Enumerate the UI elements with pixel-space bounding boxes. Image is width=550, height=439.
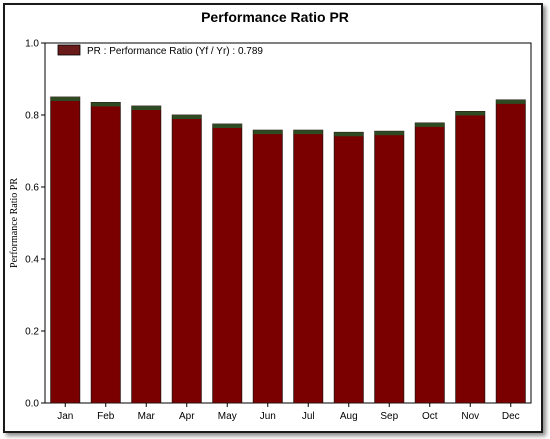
- bar-top-sep: [374, 131, 404, 136]
- chart-title: Performance Ratio PR: [201, 9, 349, 25]
- legend: PR : Performance Ratio (Yf / Yr) : 0.789: [57, 44, 263, 57]
- x-tick-label: Dec: [502, 411, 520, 422]
- bar-top-feb: [91, 102, 121, 107]
- bar-may: [212, 123, 243, 404]
- bar-feb: [90, 102, 121, 404]
- bar-top-apr: [172, 115, 202, 119]
- y-tick-label: 1.0: [25, 39, 39, 50]
- legend-label: PR : Performance Ratio (Yf / Yr) : 0.789: [87, 46, 263, 57]
- bar-top-oct: [415, 122, 445, 127]
- bar-jul: [293, 129, 324, 404]
- bar-sep: [374, 130, 405, 404]
- y-tick-label: 0.6: [25, 183, 39, 194]
- x-tick-label: Jan: [57, 411, 73, 422]
- bar-top-jun: [253, 130, 283, 135]
- bar-top-dec: [496, 99, 526, 104]
- bar-top-mar: [131, 106, 161, 110]
- bar-oct: [414, 122, 445, 404]
- bar-top-aug: [334, 132, 364, 137]
- y-tick-label: 0.0: [25, 399, 39, 410]
- x-axis: Jan Feb Mar Apr May Jun Jul Aug Sep Oct Nov Dec: [57, 403, 520, 422]
- bar-jan: [50, 96, 81, 404]
- x-tick-label: Apr: [179, 411, 195, 422]
- y-tick-label: 0.8: [25, 111, 39, 122]
- x-tick-label: Sep: [380, 411, 398, 422]
- y-axis-label: Performance Ratio PR: [9, 178, 20, 268]
- bar-aug: [333, 131, 364, 404]
- bar-top-jan: [50, 97, 80, 101]
- bars-group: [50, 96, 526, 404]
- bar-jun: [252, 129, 283, 404]
- x-tick-label: Aug: [340, 411, 358, 422]
- bar-top-jul: [293, 130, 323, 135]
- x-tick-label: Mar: [138, 411, 156, 422]
- x-tick-label: Nov: [461, 411, 479, 422]
- plot-area: [44, 42, 532, 404]
- legend-swatch: [57, 44, 81, 56]
- y-axis: 0.0 0.2 0.4 0.6 0.8 1.0: [25, 39, 45, 410]
- y-tick-label: 0.2: [25, 327, 39, 338]
- bar-top-may: [212, 124, 242, 128]
- x-tick-label: Jul: [302, 411, 315, 422]
- bar-top-nov: [455, 111, 485, 116]
- x-tick-label: May: [218, 411, 237, 422]
- bar-nov: [455, 111, 486, 404]
- bar-apr: [171, 114, 202, 404]
- x-tick-label: Feb: [97, 411, 115, 422]
- x-tick-label: Oct: [422, 411, 438, 422]
- bar-dec: [495, 99, 526, 404]
- y-tick-label: 0.4: [25, 255, 39, 266]
- x-tick-label: Jun: [260, 411, 276, 422]
- bar-mar: [131, 105, 162, 404]
